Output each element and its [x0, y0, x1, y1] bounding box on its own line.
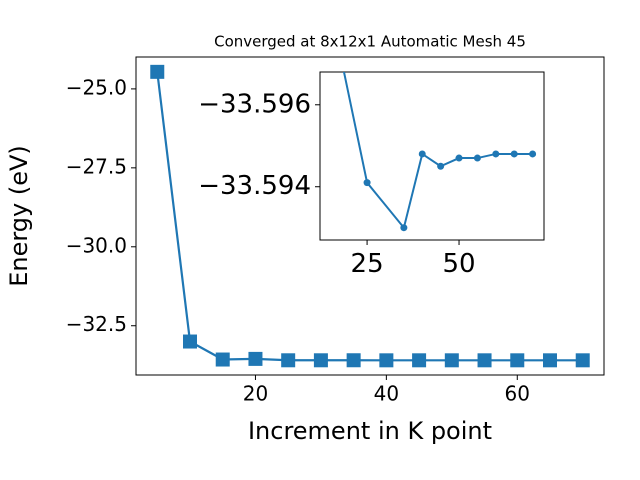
- y-tick-label: −30.0: [66, 233, 127, 257]
- marker: [412, 353, 427, 368]
- marker: [313, 353, 328, 368]
- plot-clip: [327, 3, 537, 232]
- marker: [477, 353, 492, 368]
- marker: [492, 150, 500, 158]
- y-tick-label: −27.5: [66, 154, 127, 178]
- y-tick-label: −33.596: [198, 89, 311, 119]
- plot-clip: [150, 64, 590, 368]
- marker: [575, 353, 590, 368]
- marker: [444, 353, 459, 368]
- marker: [473, 154, 481, 162]
- x-tick-label: 60: [505, 382, 530, 406]
- chart-title: Converged at 8x12x1 Automatic Mesh 45: [214, 33, 526, 51]
- series-line: [342, 72, 533, 230]
- plot-area: [319, 71, 545, 241]
- x-axis-label: Increment in K point: [248, 417, 492, 445]
- marker: [510, 150, 518, 158]
- marker: [363, 179, 371, 187]
- x-tick-label: 50: [442, 249, 475, 279]
- marker: [150, 64, 165, 79]
- marker: [529, 150, 537, 158]
- marker: [510, 353, 525, 368]
- y-tick-label: −32.5: [66, 312, 127, 336]
- marker: [455, 154, 463, 162]
- y-tick-label: −33.594: [198, 171, 311, 201]
- x-tick-label: 40: [374, 382, 399, 406]
- y-axis-label: Energy (eV): [5, 145, 33, 287]
- x-tick-label: 25: [351, 249, 384, 279]
- marker: [346, 353, 361, 368]
- marker: [248, 351, 263, 366]
- marker: [437, 162, 445, 170]
- marker: [327, 3, 334, 10]
- y-tick-label: −25.0: [66, 75, 127, 99]
- marker: [543, 353, 557, 368]
- marker: [183, 334, 197, 349]
- marker: [379, 353, 394, 368]
- marker: [215, 352, 230, 367]
- marker: [418, 150, 426, 158]
- marker: [400, 224, 408, 232]
- marker: [281, 353, 296, 368]
- x-tick-label: 20: [243, 382, 268, 406]
